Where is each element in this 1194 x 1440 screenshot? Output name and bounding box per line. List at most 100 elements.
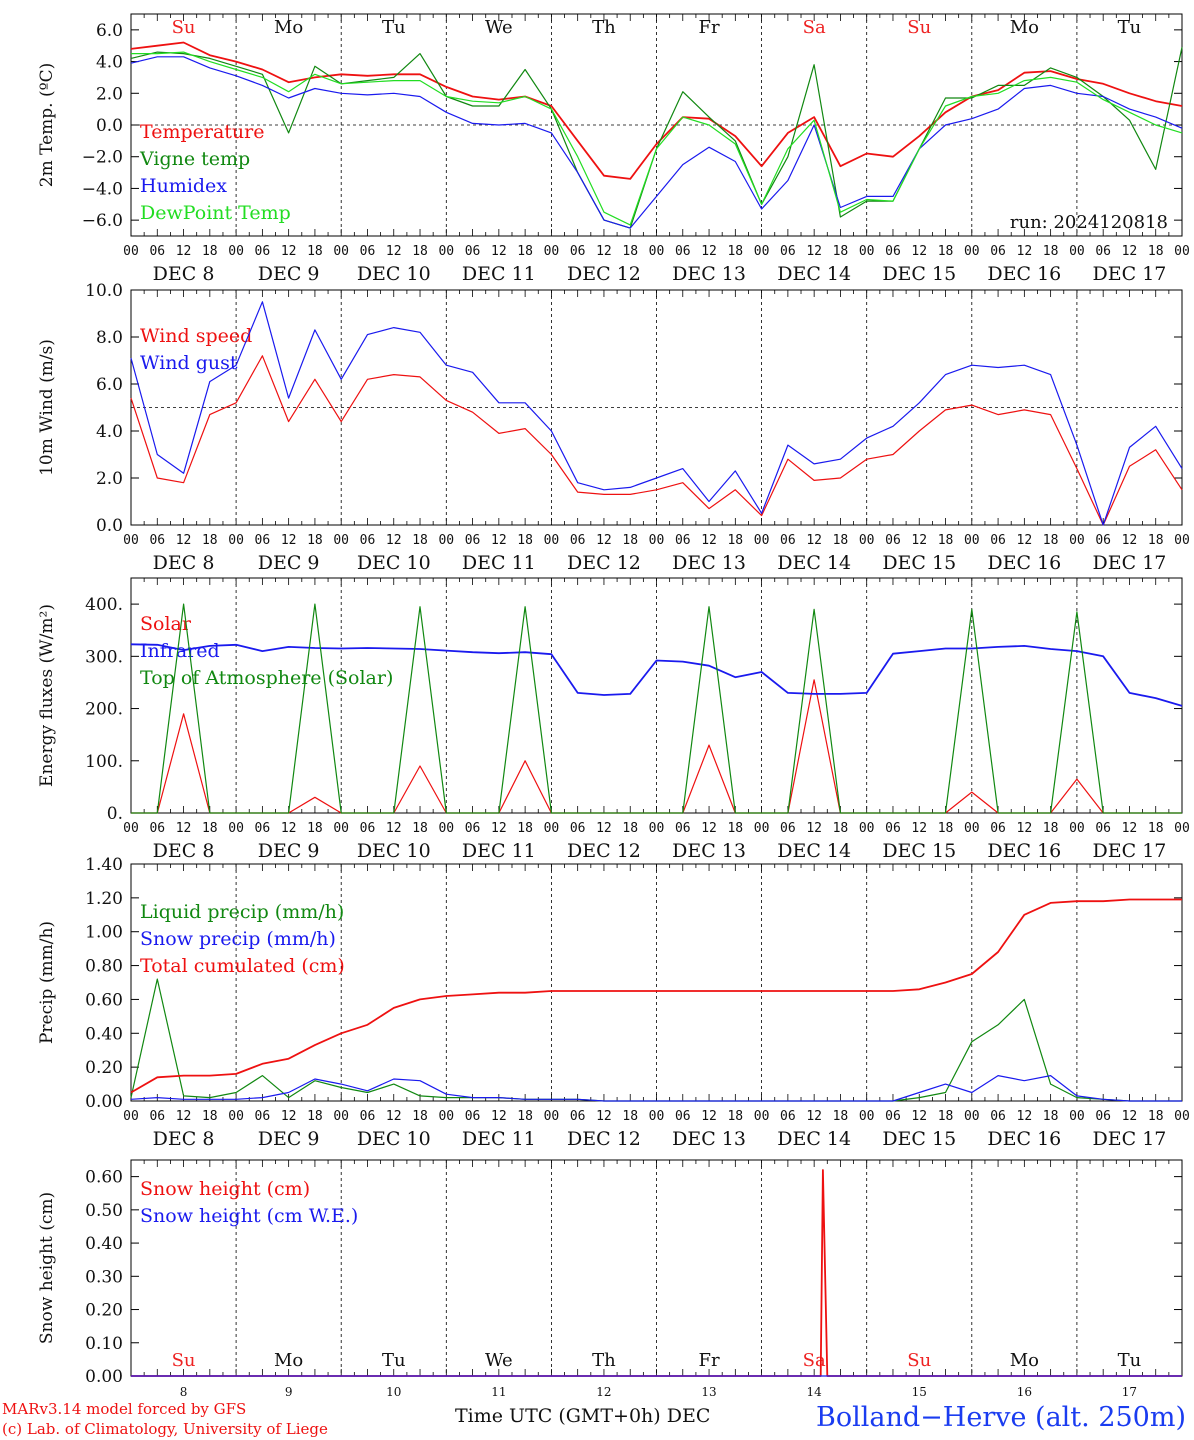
hour-label: 12: [1017, 1109, 1033, 1124]
hour-label: 18: [307, 821, 323, 836]
hour-label: 12: [176, 533, 192, 548]
hour-label: 06: [675, 821, 691, 836]
y-tick-label: 0.60: [85, 990, 123, 1010]
weekday-label: Sa: [803, 1350, 826, 1371]
hour-label: 00: [1174, 1109, 1190, 1124]
hour-label: 00: [964, 533, 980, 548]
hour-label: 06: [465, 533, 481, 548]
series-line-dewpoint-temp: [131, 51, 1183, 226]
hour-label: 12: [491, 821, 507, 836]
hour-label: 06: [255, 1109, 271, 1124]
day-label: DEC 17: [1093, 840, 1167, 862]
day-label: DEC 15: [882, 1128, 956, 1150]
legend-entry: Temperature: [140, 121, 264, 143]
day-label: DEC 14: [777, 552, 851, 574]
y-tick-label: −6.0: [82, 211, 123, 231]
y-tick-label: 2.0: [96, 84, 123, 104]
panel-2: 0.0 2.0 4.0 6.0 8.0 10.0 10m Wind (m/s) 00 06 12 1…: [37, 281, 1190, 574]
hour-label: 18: [938, 821, 954, 836]
hour-label: 12: [1122, 533, 1138, 548]
hour-label: 00: [228, 244, 244, 259]
day-label: DEC 9: [258, 840, 320, 862]
weekday-label: Th: [592, 1350, 616, 1371]
day-label: DEC 14: [777, 263, 851, 285]
hour-label: 18: [1148, 1109, 1164, 1124]
day-number: 17: [1122, 1385, 1137, 1399]
hour-label: 06: [675, 244, 691, 259]
y-tick-label: 6.0: [96, 21, 123, 41]
y-tick-label: 4.0: [96, 53, 123, 73]
day-number: 11: [491, 1385, 506, 1399]
y-axis-label: Energy fluxes (W/m²): [37, 604, 57, 787]
hour-label: 06: [360, 821, 376, 836]
hour-label: 12: [491, 1109, 507, 1124]
weekday-label: Mo: [1010, 1350, 1039, 1371]
hour-label: 00: [333, 244, 349, 259]
day-number: 14: [807, 1385, 823, 1399]
day-number: 16: [1017, 1385, 1032, 1399]
day-label: DEC 17: [1093, 1128, 1167, 1150]
hour-label: 00: [544, 1109, 560, 1124]
hour-label: 12: [596, 1109, 612, 1124]
hour-label: 00: [228, 533, 244, 548]
hour-label: 00: [1069, 533, 1085, 548]
y-tick-label: 100.: [85, 752, 123, 772]
day-label: DEC 13: [672, 1128, 746, 1150]
legend-entry: Snow precip (mm/h): [140, 928, 336, 950]
y-axis-label: Precip (mm/h): [37, 921, 57, 1044]
hour-label: 12: [806, 533, 822, 548]
hour-label: 12: [176, 1109, 192, 1124]
hour-label: 00: [1069, 244, 1085, 259]
hour-label: 12: [386, 1109, 402, 1124]
y-axis: 0.00 0.20 0.40 0.60 0.80 1.00 1.20 1.40: [85, 855, 1182, 1112]
hour-label: 00: [1174, 821, 1190, 836]
y-tick-label: −2.0: [82, 148, 123, 168]
weekday-label: Su: [907, 1350, 931, 1371]
hour-label: 00: [859, 821, 875, 836]
hour-label: 06: [885, 1109, 901, 1124]
y-tick-label: 0.0: [96, 516, 123, 536]
station-label: Bolland−Herve (alt. 250m): [816, 1402, 1186, 1433]
panel-3: 0. 100. 200. 300. 400. Energy fluxes (W/m²) 00…: [37, 577, 1190, 862]
hour-label: 00: [1069, 821, 1085, 836]
y-tick-label: 0.0: [96, 116, 123, 136]
legend-entry: Wind speed: [140, 325, 252, 347]
hour-label: 18: [622, 244, 638, 259]
y-tick-label: 400.: [85, 595, 123, 615]
hour-label: 00: [123, 533, 139, 548]
y-tick-label: 0.40: [85, 1234, 123, 1254]
hour-label: 00: [649, 244, 665, 259]
hour-label: 06: [465, 821, 481, 836]
day-label: DEC 12: [567, 840, 641, 862]
hour-label: 06: [1095, 533, 1111, 548]
hour-label: 00: [438, 1109, 454, 1124]
y-tick-label: 300.: [85, 647, 123, 667]
hour-label: 18: [1043, 244, 1059, 259]
weekday-label: Tu: [1118, 1350, 1142, 1371]
day-label: DEC 10: [357, 552, 431, 574]
panel-5: 0.00 0.10 0.20 0.30 0.40 0.50 0.60 Snow height …: [37, 1159, 1183, 1399]
hour-label: 12: [806, 1109, 822, 1124]
y-tick-label: 10.0: [85, 281, 123, 301]
hour-label: 00: [1174, 533, 1190, 548]
y-tick-label: −4.0: [82, 179, 123, 199]
day-label: DEC 13: [672, 552, 746, 574]
hour-label: 18: [307, 244, 323, 259]
legend-entry: Snow height (cm W.E.): [140, 1205, 358, 1227]
weekday-label: Su: [172, 1350, 196, 1371]
legend-entry: Top of Atmosphere (Solar): [140, 667, 393, 689]
hour-label: 00: [1069, 1109, 1085, 1124]
panel-1: 6.0 4.0 2.0 0.0 −2.0 −4.0 −6.0 2m Temp. (ºC) Su M…: [37, 13, 1190, 285]
plot-frame: [130, 863, 1183, 1102]
hour-label: 18: [938, 1109, 954, 1124]
y-axis: 0.00 0.10 0.20 0.30 0.40 0.50 0.60: [85, 1168, 1182, 1387]
y-tick-label: 0.00: [85, 1367, 123, 1387]
legend-entry: Liquid precip (mm/h): [140, 901, 344, 923]
day-label: DEC 9: [258, 1128, 320, 1150]
hour-label: 12: [596, 821, 612, 836]
day-label: DEC 8: [153, 1128, 215, 1150]
hour-label: 18: [727, 1109, 743, 1124]
y-tick-label: 0.50: [85, 1201, 123, 1221]
day-number: 12: [596, 1385, 611, 1399]
